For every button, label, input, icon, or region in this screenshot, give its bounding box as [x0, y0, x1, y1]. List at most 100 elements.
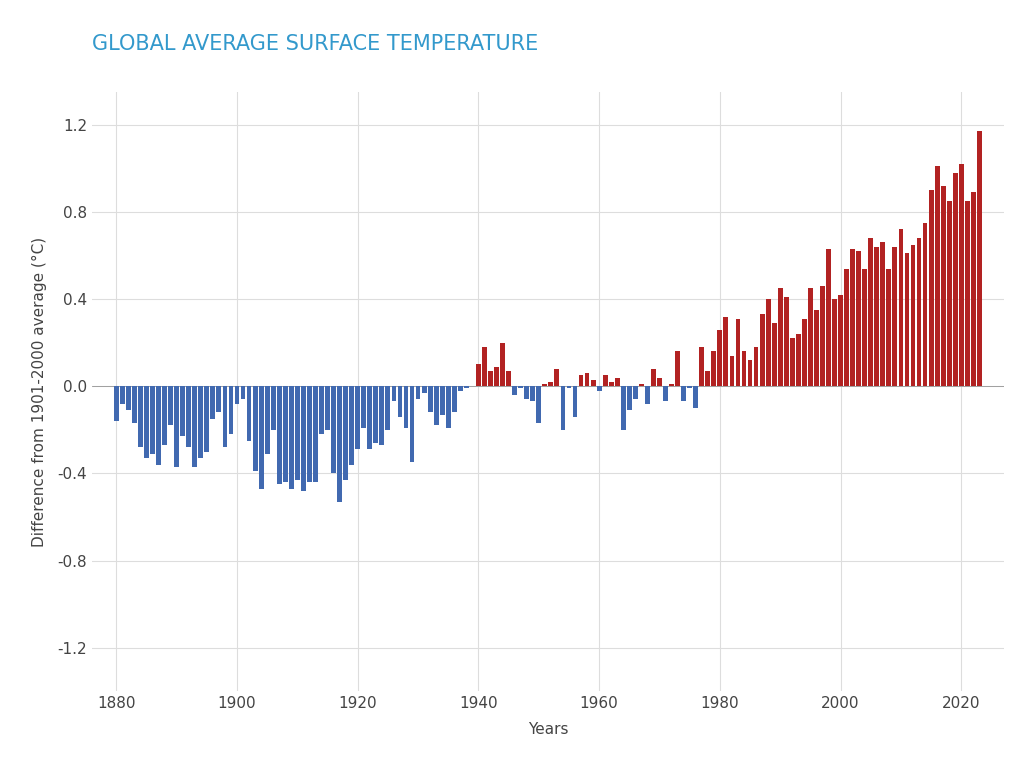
Bar — [790, 339, 795, 386]
Bar — [186, 386, 191, 447]
Bar — [766, 299, 770, 386]
Bar — [910, 245, 915, 386]
Bar — [904, 253, 909, 386]
Bar — [893, 247, 897, 386]
Bar — [355, 386, 360, 449]
Bar — [403, 386, 409, 428]
Bar — [699, 347, 705, 386]
Bar — [760, 314, 765, 386]
Bar — [410, 386, 415, 462]
Bar — [151, 386, 155, 454]
Bar — [735, 319, 740, 386]
Bar — [881, 243, 885, 386]
Bar — [500, 343, 505, 386]
Bar — [833, 299, 837, 386]
Bar — [439, 386, 444, 415]
Bar — [126, 386, 131, 410]
Bar — [422, 386, 427, 392]
Bar — [839, 295, 843, 386]
Bar — [887, 269, 891, 386]
Bar — [162, 386, 167, 445]
Bar — [524, 386, 529, 399]
Bar — [380, 386, 384, 445]
Bar — [144, 386, 148, 458]
Bar — [706, 371, 711, 386]
Bar — [566, 386, 571, 389]
Bar — [597, 386, 601, 391]
Bar — [952, 173, 957, 386]
Bar — [180, 386, 185, 436]
Bar — [222, 386, 227, 447]
Bar — [307, 386, 312, 482]
Bar — [621, 386, 626, 430]
Bar — [506, 371, 511, 386]
Bar — [591, 379, 596, 386]
Bar — [193, 386, 198, 467]
Bar — [168, 386, 173, 425]
Bar — [808, 288, 813, 386]
Bar — [741, 352, 746, 386]
Bar — [445, 386, 451, 428]
Bar — [253, 386, 257, 472]
Bar — [313, 386, 317, 482]
Bar — [361, 386, 367, 428]
Y-axis label: Difference from 1901-2000 average (°C): Difference from 1901-2000 average (°C) — [32, 237, 46, 547]
Bar — [495, 366, 499, 386]
Bar — [211, 386, 215, 419]
Bar — [512, 386, 517, 395]
Bar — [664, 386, 668, 402]
Bar — [579, 376, 584, 386]
Bar — [977, 131, 982, 386]
Bar — [368, 386, 372, 449]
Bar — [488, 371, 493, 386]
Bar — [543, 384, 547, 386]
Bar — [748, 360, 753, 386]
Text: GLOBAL AVERAGE SURFACE TEMPERATURE: GLOBAL AVERAGE SURFACE TEMPERATURE — [92, 34, 539, 54]
Bar — [289, 386, 294, 488]
Bar — [205, 386, 209, 452]
Bar — [482, 347, 486, 386]
Bar — [132, 386, 137, 423]
Bar — [802, 319, 807, 386]
Bar — [452, 386, 457, 412]
Bar — [174, 386, 179, 467]
Bar — [916, 238, 922, 386]
Bar — [856, 251, 861, 386]
Bar — [572, 386, 578, 417]
Bar — [929, 190, 934, 386]
Bar — [416, 386, 421, 399]
Bar — [247, 386, 252, 441]
Bar — [712, 352, 716, 386]
Bar — [295, 386, 300, 480]
Bar — [228, 386, 233, 434]
Bar — [114, 386, 119, 421]
Bar — [850, 249, 855, 386]
Bar — [820, 286, 825, 386]
Bar — [554, 369, 559, 386]
Bar — [530, 386, 536, 402]
Bar — [331, 386, 336, 473]
Bar — [868, 238, 873, 386]
Bar — [627, 386, 632, 410]
Bar — [156, 386, 161, 465]
Bar — [549, 382, 553, 386]
Bar — [724, 316, 728, 386]
Bar — [609, 382, 613, 386]
Bar — [898, 230, 903, 386]
Bar — [754, 347, 759, 386]
Bar — [283, 386, 288, 482]
Bar — [560, 386, 565, 430]
Bar — [585, 373, 590, 386]
Bar — [645, 386, 650, 404]
Bar — [319, 386, 324, 434]
Bar — [343, 386, 348, 480]
Bar — [259, 386, 263, 488]
Bar — [844, 269, 849, 386]
Bar — [476, 365, 481, 386]
Bar — [349, 386, 354, 465]
Bar — [337, 386, 342, 502]
Bar — [633, 386, 638, 399]
Bar — [518, 386, 523, 389]
Bar — [397, 386, 402, 417]
Bar — [971, 192, 976, 386]
